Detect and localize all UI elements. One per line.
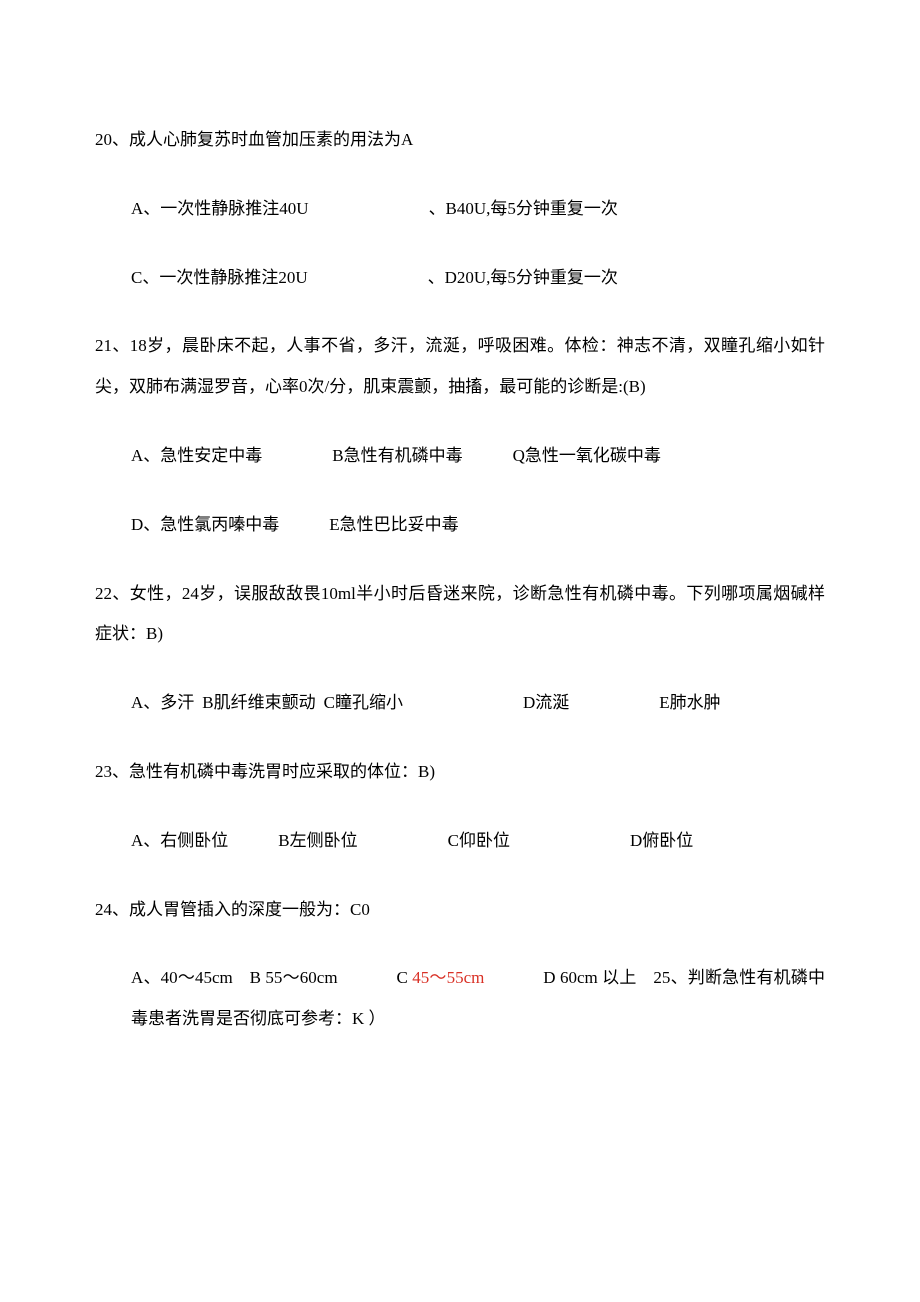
spacer	[262, 436, 332, 477]
q22-optD: D流涎	[523, 683, 569, 724]
spacer	[308, 258, 428, 299]
q21-optE: E急性巴比妥中毒	[329, 505, 458, 546]
q24-optC-prefix: C	[396, 968, 412, 987]
question-22: 22、女性，24岁，误服敌敌畏10ml半小时后昏迷来院，诊断急性有机磷中毒。下列…	[95, 574, 825, 656]
q20-row2: C、一次性静脉推注20U 、D20U,每5分钟重复一次	[131, 258, 825, 299]
q21-stem: 21、18岁，晨卧床不起，人事不省，多汗，流涎，呼吸困难。体检：神志不清，双瞳孔…	[95, 336, 825, 396]
spacer	[569, 683, 659, 724]
spacer	[510, 821, 630, 862]
q22-optE: E肺水肿	[659, 683, 720, 724]
question-21: 21、18岁，晨卧床不起，人事不省，多汗，流涎，呼吸困难。体检：神志不清，双瞳孔…	[95, 326, 825, 408]
spacer	[316, 683, 324, 724]
q22-stem: 22、女性，24岁，误服敌敌畏10ml半小时后昏迷来院，诊断急性有机磷中毒。下列…	[95, 584, 825, 644]
q23-optD: D俯卧位	[630, 821, 693, 862]
q20-optA: A、一次性静脉推注40U	[131, 189, 309, 230]
q21-optD: D、急性氯丙嗪中毒	[131, 505, 279, 546]
q20-optB: 、B40U,每5分钟重复一次	[429, 189, 618, 230]
q24-optA: A、40〜45cm	[131, 968, 233, 987]
q22-row1: A、多汗 B肌纤维束颤动 C瞳孔缩小 D流涎 E肺水肿	[131, 683, 825, 724]
q22-optA: A、多汗	[131, 683, 194, 724]
q21-optC: Q急性一氧化碳中毒	[513, 436, 661, 477]
q24-options-and-q25: A、40〜45cm B 55〜60cm C 45〜55cm D 60cm 以上 …	[95, 958, 825, 1040]
q22-optC: C瞳孔缩小	[324, 683, 403, 724]
question-20: 20、成人心肺复苏时血管加压素的用法为A	[95, 120, 825, 161]
q21-row2: D、急性氯丙嗪中毒 E急性巴比妥中毒	[131, 505, 825, 546]
q21-optA: A、急性安定中毒	[131, 436, 262, 477]
spacer	[358, 821, 448, 862]
q24-stem: 24、成人胃管插入的深度一般为：C0	[95, 900, 370, 919]
q21-optB: B急性有机磷中毒	[332, 436, 462, 477]
q21-row1: A、急性安定中毒 B急性有机磷中毒 Q急性一氧化碳中毒	[131, 436, 825, 477]
spacer	[309, 189, 429, 230]
document-page: 20、成人心肺复苏时血管加压素的用法为A A、一次性静脉推注40U 、B40U,…	[0, 0, 920, 1128]
q22-optB: B肌纤维束颤动	[202, 683, 315, 724]
question-23: 23、急性有机磷中毒洗胃时应采取的体位：B)	[95, 752, 825, 793]
question-24: 24、成人胃管插入的深度一般为：C0	[95, 890, 825, 931]
q20-optD: 、D20U,每5分钟重复一次	[428, 258, 618, 299]
q20-stem: 20、成人心肺复苏时血管加压素的用法为A	[95, 130, 413, 149]
q23-optB: B左侧卧位	[278, 821, 357, 862]
q23-stem: 23、急性有机磷中毒洗胃时应采取的体位：B)	[95, 762, 435, 781]
q24-optB: B 55〜60cm	[250, 968, 338, 987]
q23-optC: C仰卧位	[448, 821, 510, 862]
spacer	[403, 683, 523, 724]
q22-options: A、多汗 B肌纤维束颤动 C瞳孔缩小 D流涎 E肺水肿	[95, 683, 825, 724]
spacer	[194, 683, 202, 724]
q21-options: A、急性安定中毒 B急性有机磷中毒 Q急性一氧化碳中毒 D、急性氯丙嗪中毒 E急…	[95, 436, 825, 546]
spacer	[463, 436, 513, 477]
q20-options: A、一次性静脉推注40U 、B40U,每5分钟重复一次 C、一次性静脉推注20U…	[95, 189, 825, 299]
q24-optD: D 60cm 以上	[543, 968, 636, 987]
q23-options: A、右侧卧位 B左侧卧位 C仰卧位 D俯卧位	[95, 821, 825, 862]
spacer	[228, 821, 278, 862]
spacer	[279, 505, 329, 546]
q23-row1: A、右侧卧位 B左侧卧位 C仰卧位 D俯卧位	[131, 821, 825, 862]
q23-optA: A、右侧卧位	[131, 821, 228, 862]
q20-optC: C、一次性静脉推注20U	[131, 258, 308, 299]
q20-row1: A、一次性静脉推注40U 、B40U,每5分钟重复一次	[131, 189, 825, 230]
q24-optC-highlight: 45〜55cm	[412, 968, 484, 987]
